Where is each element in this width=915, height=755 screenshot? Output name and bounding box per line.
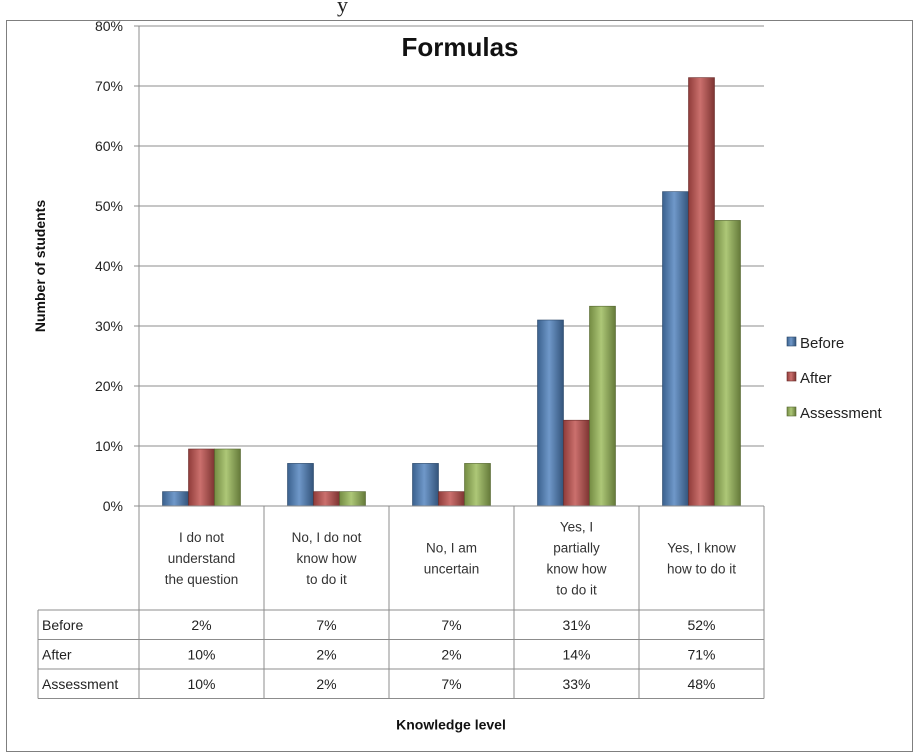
legend-swatch-assessment	[786, 406, 797, 417]
bar-assessment-1	[339, 491, 366, 507]
data-label: 2%	[316, 646, 336, 662]
data-label: 2%	[191, 617, 211, 633]
category-label: to do it	[556, 583, 597, 598]
bar-before-3	[537, 319, 564, 507]
y-tick-label: 20%	[95, 378, 123, 394]
data-label: 52%	[687, 617, 715, 633]
bar-assessment-4	[714, 220, 741, 507]
category-label: to do it	[306, 572, 347, 587]
data-label: 2%	[316, 676, 336, 692]
data-label: 10%	[187, 676, 215, 692]
bar-after-0	[188, 448, 215, 507]
bar-after-3	[563, 419, 590, 507]
bar-assessment-0	[214, 448, 241, 507]
legend-swatch-before	[786, 336, 797, 347]
bar-after-4	[688, 77, 715, 507]
y-tick-label: 30%	[95, 318, 123, 334]
data-label: 7%	[316, 617, 336, 633]
legend-swatch-after	[786, 371, 797, 382]
data-label: 14%	[562, 646, 590, 662]
bar-before-4	[662, 191, 689, 507]
data-label: 48%	[687, 676, 715, 692]
bar-before-1	[287, 463, 314, 507]
category-label: Yes, I know	[667, 541, 736, 556]
category-label: I do not	[179, 530, 224, 545]
y-tick-label: 50%	[95, 198, 123, 214]
category-label: uncertain	[424, 562, 480, 577]
bar-assessment-3	[589, 305, 616, 507]
data-label: 7%	[441, 676, 461, 692]
y-tick-label: 40%	[95, 258, 123, 274]
table-row-header: Before	[42, 617, 83, 633]
top-caption: y	[337, 0, 348, 17]
bar-before-2	[412, 463, 439, 507]
data-label: 31%	[562, 617, 590, 633]
y-axis-label: Number of students	[32, 200, 48, 332]
y-tick-label: 70%	[95, 78, 123, 94]
table-row-header: After	[42, 646, 72, 662]
legend-label: After	[800, 370, 832, 387]
data-label: 7%	[441, 617, 461, 633]
y-tick-label: 0%	[103, 498, 123, 514]
table-row-header: Assessment	[42, 676, 118, 692]
category-label: No, I do not	[292, 530, 362, 545]
category-label: know how	[546, 562, 606, 577]
x-axis-label: Knowledge level	[396, 717, 506, 733]
y-tick-label: 80%	[95, 18, 123, 34]
bar-after-2	[438, 491, 465, 507]
category-label: partially	[553, 541, 600, 556]
bar-after-1	[313, 491, 340, 507]
category-label: understand	[168, 551, 236, 566]
chart-title: Formulas	[401, 32, 518, 62]
category-label: No, I am	[426, 541, 477, 556]
legend-label: Assessment	[800, 405, 883, 422]
category-label: the question	[165, 572, 239, 587]
category-label: how to do it	[667, 562, 736, 577]
data-label: 2%	[441, 646, 461, 662]
category-label: Yes, I	[560, 520, 593, 535]
data-label: 10%	[187, 646, 215, 662]
data-label: 33%	[562, 676, 590, 692]
data-label: 71%	[687, 646, 715, 662]
y-tick-label: 10%	[95, 438, 123, 454]
bar-assessment-2	[464, 463, 491, 507]
bar-before-0	[162, 491, 189, 507]
legend-label: Before	[800, 335, 844, 352]
y-tick-label: 60%	[95, 138, 123, 154]
category-label: know how	[296, 551, 356, 566]
